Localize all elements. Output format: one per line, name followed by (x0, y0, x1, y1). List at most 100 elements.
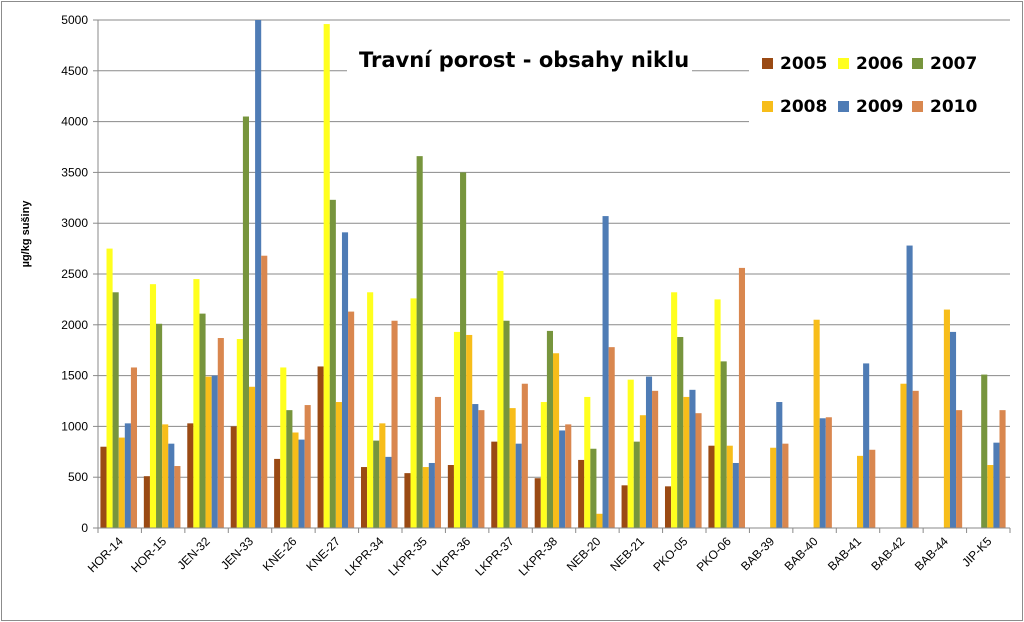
x-tick-label: KNE-27 (303, 534, 343, 574)
y-tick-label: 5000 (61, 13, 88, 27)
bar-BAB-41-2010 (869, 449, 876, 528)
bar-LKPR-37-2006 (497, 270, 504, 528)
chart-title: Travní porost - obsahy niklu (359, 48, 689, 72)
legend-swatch-2009 (838, 101, 849, 112)
bar-LKPR-37-2009 (515, 443, 522, 528)
x-tick-label: JEN-33 (218, 534, 256, 572)
bar-BAB-39-2009 (776, 402, 783, 528)
x-tick-label: PKO-05 (650, 534, 690, 574)
bar-KNE-26-2006 (280, 367, 287, 528)
bar-LKPR-38-2006 (540, 402, 547, 528)
bar-HOR-15-2007 (156, 323, 163, 528)
bar-LKPR-37-2005 (491, 441, 498, 528)
bar-BAB-44-2009 (949, 331, 957, 528)
bar-LKPR-35-2007 (416, 156, 423, 528)
bar-NEB-21-2007 (633, 441, 640, 528)
bar-BAB-41-2008 (857, 455, 864, 528)
bar-BAB-40-2010 (825, 417, 832, 528)
legend-background (749, 42, 1011, 126)
bar-JIP-K5-2010 (999, 410, 1006, 528)
bar-LKPR-36-2008 (466, 334, 473, 528)
bar-KNE-27-2009 (341, 232, 349, 528)
x-tick-label: LKPR-34 (342, 534, 387, 579)
legend: 2005 2006 2007 2008 2009 2010 (749, 42, 1011, 126)
x-tick-label: LKPR-38 (516, 534, 561, 579)
bar-HOR-14-2006 (106, 248, 113, 528)
bar-KNE-27-2008 (335, 402, 342, 528)
y-tick-label: 1500 (61, 369, 88, 383)
bar-HOR-15-2008 (162, 424, 169, 528)
bar-LKPR-35-2005 (404, 473, 411, 528)
bar-KNE-26-2010 (304, 405, 311, 528)
bar-JIP-K5-2009 (993, 442, 1000, 528)
y-tick-label: 3000 (61, 216, 88, 230)
bar-BAB-40-2008 (813, 319, 820, 528)
bar-PKO-06-2005 (708, 445, 715, 528)
bar-JEN-33-2006 (236, 339, 243, 528)
bar-JEN-33-2005 (230, 426, 237, 528)
bar-LKPR-36-2006 (453, 331, 461, 528)
bar-LKPR-36-2007 (460, 172, 467, 528)
bar-HOR-14-2007 (112, 292, 119, 528)
bar-LKPR-38-2008 (553, 353, 560, 528)
bar-PKO-05-2009 (689, 389, 696, 528)
x-tick-label: JEN-32 (175, 534, 213, 572)
y-tick-label: 0 (81, 521, 88, 535)
bar-BAB-42-2010 (912, 390, 919, 528)
bars (100, 20, 1006, 529)
bar-LKPR-34-2009 (385, 456, 392, 528)
title-background (347, 42, 692, 78)
bar-LKPR-35-2008 (422, 467, 429, 528)
bar-JEN-32-2010 (217, 338, 224, 528)
bar-BAB-39-2008 (770, 447, 777, 528)
bar-LKPR-34-2010 (391, 320, 398, 528)
x-tick-label: NEB-21 (607, 534, 647, 574)
bar-NEB-21-2009 (645, 376, 653, 528)
bar-PKO-05-2006 (671, 292, 678, 528)
bar-BAB-44-2008 (943, 309, 950, 528)
legend-label-2010: 2010 (930, 97, 977, 117)
bar-LKPR-34-2006 (367, 292, 374, 528)
bar-KNE-27-2010 (348, 311, 355, 528)
x-tick-label: HOR-15 (128, 534, 169, 575)
bar-PKO-06-2010 (738, 267, 746, 528)
bar-PKO-05-2007 (677, 336, 684, 528)
bar-KNE-27-2006 (323, 24, 330, 529)
bar-PKO-06-2006 (714, 299, 721, 528)
bar-JIP-K5-2008 (987, 465, 994, 528)
y-tick-label: 1000 (61, 419, 88, 433)
legend-swatch-2006 (838, 58, 849, 69)
bar-NEB-20-2007 (590, 448, 597, 528)
bar-JEN-32-2005 (187, 423, 194, 528)
bar-KNE-26-2007 (286, 410, 293, 528)
legend-label-2009: 2009 (856, 97, 903, 117)
y-tick-label: 500 (68, 470, 88, 484)
bar-KNE-26-2009 (298, 439, 305, 528)
bar-NEB-20-2005 (578, 459, 585, 528)
bar-JEN-32-2009 (211, 375, 218, 528)
bar-NEB-21-2010 (652, 390, 659, 528)
y-tick-label: 3500 (61, 165, 88, 179)
legend-swatch-2010 (912, 101, 923, 112)
bar-HOR-15-2010 (174, 466, 181, 528)
bar-LKPR-37-2010 (521, 383, 528, 528)
x-tick-label: NEB-20 (564, 534, 604, 574)
bar-BAB-40-2009 (819, 418, 826, 528)
bar-BAB-44-2010 (956, 410, 963, 528)
legend-label-2008: 2008 (780, 97, 827, 117)
bar-LKPR-37-2007 (503, 320, 510, 528)
x-tick-label: KNE-26 (260, 534, 300, 574)
bar-LKPR-38-2007 (546, 330, 553, 528)
bar-HOR-14-2005 (100, 446, 107, 528)
bar-JEN-32-2006 (193, 279, 200, 528)
bar-HOR-14-2009 (124, 423, 131, 528)
bar-NEB-21-2006 (627, 379, 634, 528)
bar-LKPR-36-2005 (447, 465, 454, 528)
legend-label-2007: 2007 (930, 54, 977, 74)
y-tick-label: 4500 (61, 64, 88, 78)
bar-LKPR-38-2009 (559, 430, 566, 528)
bar-PKO-05-2010 (695, 413, 702, 528)
y-tick-label: 2000 (61, 318, 88, 332)
